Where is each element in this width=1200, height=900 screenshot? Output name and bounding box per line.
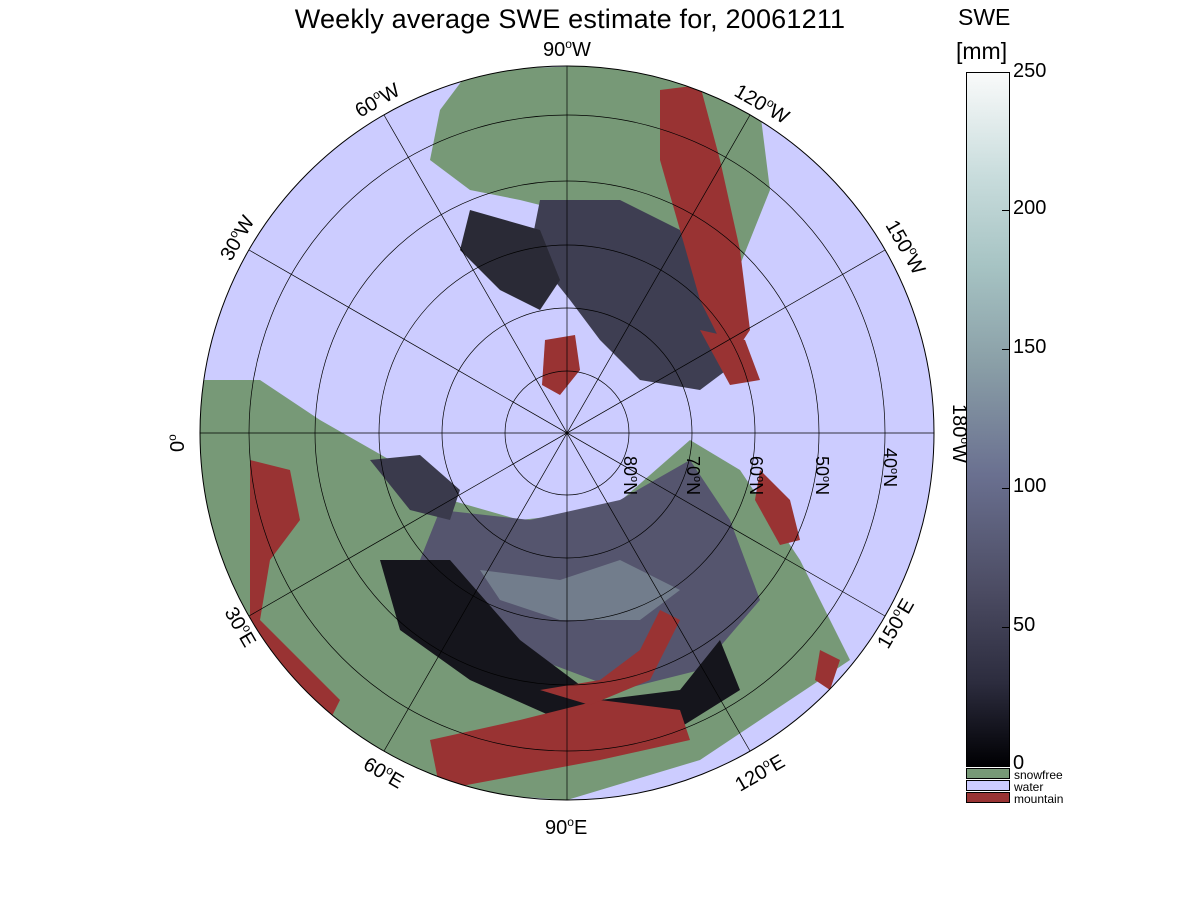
legend-swatch-mountain (966, 792, 1010, 803)
colorbar-tick-label: 100 (1013, 475, 1047, 497)
altai-mountain (540, 610, 680, 705)
colorbar-unit: [mm] (956, 38, 1008, 64)
lon-label-90W: 90oW (543, 37, 591, 61)
legend-label-mountain: mountain (1014, 792, 1064, 806)
colorbar-tick-label: 0 (1013, 752, 1025, 774)
east-siberia-mountain (755, 470, 800, 545)
scandinavia-snow (370, 455, 460, 520)
legend-swatch-water (966, 780, 1010, 791)
swe-colorbar (966, 72, 1010, 767)
colorbar-tick-label: 250 (1013, 60, 1047, 82)
map-boundary (199, 65, 935, 801)
lat-label-50: 50oN (812, 456, 832, 495)
canada-snow (460, 210, 560, 310)
legend-label-water: water (1014, 780, 1044, 794)
lat-label-70: 70oN (683, 456, 703, 495)
legend-label-snowfree: snowfree (1014, 768, 1063, 782)
colorbar-tick-mark (1002, 766, 1010, 767)
colorbar-tick-mark (1002, 627, 1010, 628)
rockies-mountain (660, 85, 750, 360)
colorbar-title: SWE (958, 4, 1011, 30)
lon-label-0: 0o (165, 434, 189, 452)
alaska-mountain (700, 330, 760, 385)
lat-label-40: 40oN (880, 448, 900, 487)
legend-swatch-snowfree (966, 768, 1010, 779)
lat-label-60: 60oN (746, 456, 766, 495)
colorbar-tick-label: 150 (1013, 336, 1047, 358)
kamchatka-mountain (815, 650, 840, 690)
lon-label-90E: 90oE (545, 815, 587, 839)
colorbar-tick-mark (1002, 210, 1010, 211)
russia-snow-dark (380, 560, 740, 740)
siberia-snow-deep (480, 560, 680, 620)
himalaya-mountain (430, 700, 690, 790)
meridian-150W-30E (248, 249, 886, 617)
colorbar-tick-label: 200 (1013, 197, 1047, 219)
lat-label-80: 80oN (620, 456, 640, 495)
colorbar-tick-mark (1002, 349, 1010, 350)
map-title: Weekly average SWE estimate for, 2006121… (294, 4, 846, 34)
colorbar-tick-label: 50 (1013, 614, 1036, 636)
greenland-mountain (542, 335, 580, 395)
lon-label-180W: 180oW (948, 404, 972, 463)
colorbar-tick-mark (1002, 488, 1010, 489)
